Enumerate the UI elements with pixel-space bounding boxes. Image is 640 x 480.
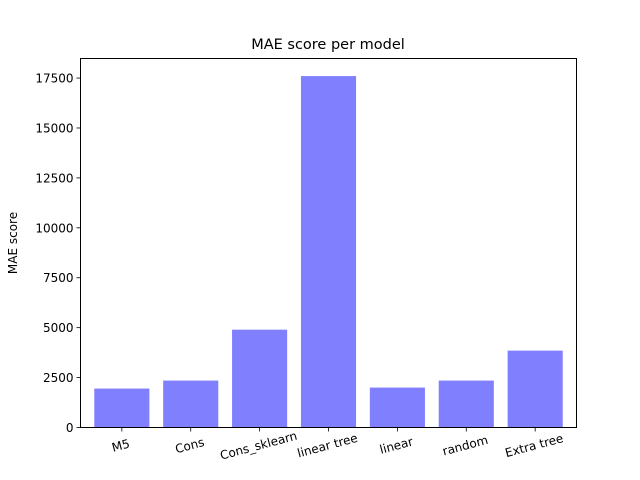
y-tick-label: 2500 [43, 371, 74, 385]
bar-cons [163, 380, 219, 428]
y-axis-label: MAE score [6, 212, 20, 274]
y-tick-label: 5000 [43, 321, 74, 335]
bar-linear-tree [300, 76, 357, 428]
bars-group [94, 76, 563, 428]
plot-frame [80, 58, 577, 428]
y-ticks-group: 0 2500 5000 7500 10000 12500 15000 17500 [35, 72, 81, 435]
bar-linear [369, 387, 425, 428]
bar-extra-tree [507, 350, 563, 428]
y-tick-label: 17500 [35, 72, 73, 86]
chart-title: MAE score per model [251, 37, 405, 53]
bar-random [438, 380, 494, 428]
x-tick-label: M5 [110, 437, 131, 455]
bar-m5 [94, 388, 150, 428]
y-tick-label: 10000 [35, 221, 73, 235]
y-tick-label: 0 [66, 421, 74, 435]
y-tick-label: 12500 [35, 171, 73, 185]
y-tick-label: 15000 [35, 121, 73, 135]
bar-cons-sklearn [232, 329, 288, 428]
y-tick-label: 7500 [43, 271, 74, 285]
